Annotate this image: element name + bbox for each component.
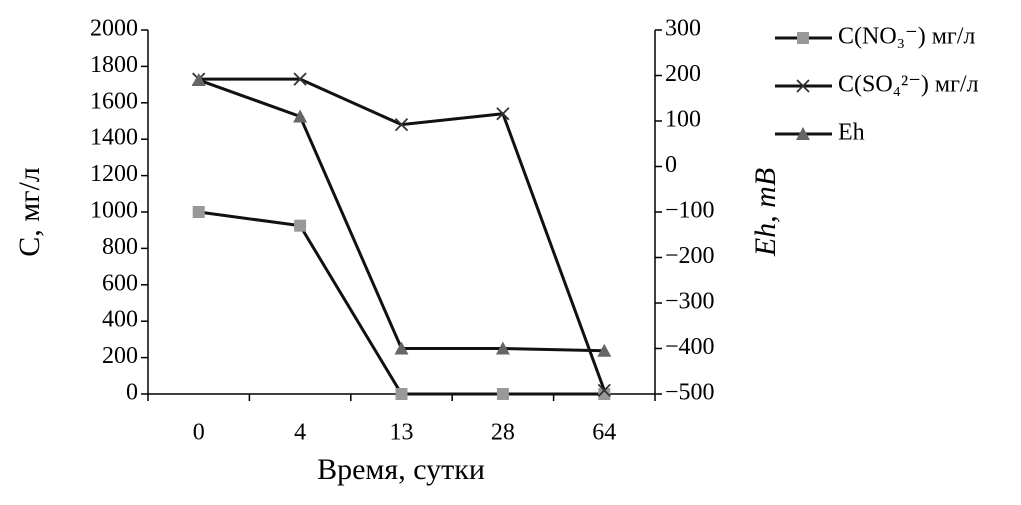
legend-label: C(SO₄²⁻) мг/л <box>838 72 979 98</box>
marker <box>496 107 510 121</box>
marker <box>192 206 205 218</box>
y-tick-label: 1200 <box>90 161 138 187</box>
x-tick-label: 64 <box>592 420 616 446</box>
marker <box>597 383 611 397</box>
marker <box>797 32 809 44</box>
y2-axis-title: Eh, mB <box>749 168 782 257</box>
series-line <box>198 210 605 396</box>
marker <box>293 109 308 123</box>
y2-tick-label: −100 <box>665 198 715 224</box>
y2-tick-label: −300 <box>665 289 715 315</box>
y-tick-label: 1800 <box>90 52 138 78</box>
x-tick-label: 13 <box>390 420 414 446</box>
legend-label: Eh <box>838 120 865 146</box>
x-tick-label: 28 <box>491 420 515 446</box>
series-line <box>198 78 605 353</box>
y2-tick-label: 200 <box>665 61 701 87</box>
x-axis-title: Время, сутки <box>317 453 485 486</box>
marker <box>394 341 409 355</box>
marker <box>496 388 509 400</box>
marker <box>395 388 408 400</box>
marker <box>796 127 810 140</box>
y-tick-label: 1000 <box>90 198 138 224</box>
marker <box>598 388 611 400</box>
y2-tick-label: 300 <box>665 16 701 42</box>
y-tick-label: 600 <box>102 270 138 296</box>
marker <box>495 341 510 355</box>
y-axis-title: C, мг/л <box>13 167 46 257</box>
y2-tick-label: 0 <box>665 152 677 178</box>
y-tick-label: 0 <box>126 380 138 406</box>
y2-tick-label: −400 <box>665 334 715 360</box>
legend-label: C(NO₃⁻) мг/л <box>838 24 975 50</box>
y-tick-label: 1400 <box>90 125 138 151</box>
x-tick-label: 4 <box>294 420 306 446</box>
y2-tick-label: 100 <box>665 107 701 133</box>
y2-tick-label: −500 <box>665 380 715 406</box>
y-tick-label: 2000 <box>90 16 138 42</box>
marker <box>294 219 307 232</box>
marker <box>394 118 409 132</box>
y-tick-label: 800 <box>102 234 138 260</box>
y-tick-label: 400 <box>102 307 138 333</box>
marker <box>597 343 612 357</box>
marker <box>796 79 810 93</box>
marker <box>191 73 206 87</box>
y2-tick-label: −200 <box>665 243 715 269</box>
marker <box>293 72 307 86</box>
y-tick-label: 200 <box>102 343 138 369</box>
x-tick-label: 0 <box>193 420 205 446</box>
y-tick-label: 1600 <box>90 88 138 114</box>
